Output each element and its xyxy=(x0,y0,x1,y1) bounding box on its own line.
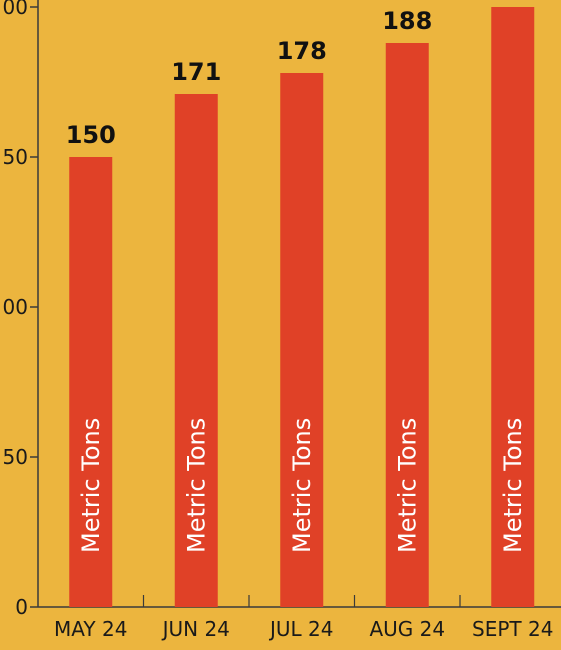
x-tick-label: SEPT 24 xyxy=(472,617,553,641)
bar xyxy=(174,94,218,607)
data-label: 171 xyxy=(171,58,221,86)
x-axis: MAY 24 JUN 24 JUL 24 AUG 24 SEPT 24 xyxy=(38,595,561,641)
data-label: 188 xyxy=(382,7,432,35)
bars: Metric Tons 150 Metric Tons 171 Metric Tons 1… xyxy=(66,7,535,607)
data-label: 178 xyxy=(277,37,327,65)
x-tick-label: MAY 24 xyxy=(54,617,127,641)
bar-inner-label: Metric Tons xyxy=(499,418,527,553)
bar xyxy=(69,157,113,607)
bar-inner-label: Metric Tons xyxy=(393,418,421,553)
data-label: 150 xyxy=(66,121,116,149)
x-tick-label: JUN 24 xyxy=(161,617,230,641)
x-tick-label: JUL 24 xyxy=(268,617,334,641)
y-tick-label: 50 xyxy=(3,445,28,469)
y-tick-label: 0 xyxy=(15,595,28,619)
y-tick-label: 50 xyxy=(3,145,28,169)
x-tick-label: AUG 24 xyxy=(369,617,445,641)
bar xyxy=(280,73,324,607)
y-tick-label: 00 xyxy=(3,0,28,19)
bar xyxy=(491,7,535,607)
bar-inner-label: Metric Tons xyxy=(288,418,316,553)
y-tick-label: 00 xyxy=(3,295,28,319)
bar-inner-label: Metric Tons xyxy=(77,418,105,553)
bar-inner-label: Metric Tons xyxy=(182,418,210,553)
bar xyxy=(385,43,429,607)
y-axis: 0 50 00 50 00 xyxy=(3,0,39,619)
